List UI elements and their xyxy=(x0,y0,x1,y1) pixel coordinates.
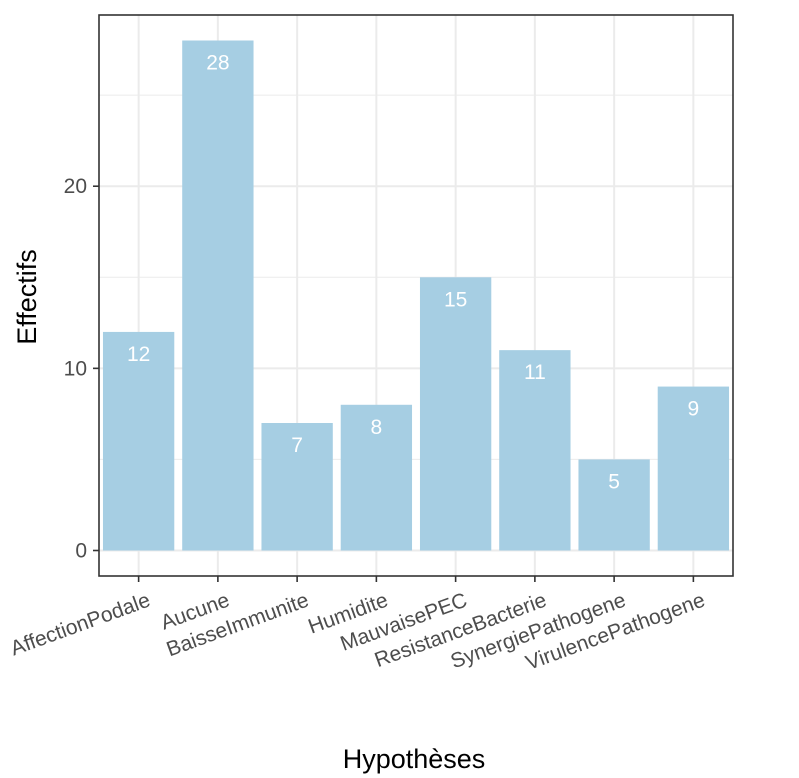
bar-value-label: 7 xyxy=(291,434,303,457)
bar-ResistanceBacterie xyxy=(499,350,571,551)
y-tick-label: 0 xyxy=(75,540,87,563)
y-tick-label: 20 xyxy=(64,175,87,198)
x-tick-label: AffectionPodale xyxy=(8,589,154,661)
bar-value-label: 12 xyxy=(127,343,150,366)
bar-value-label: 9 xyxy=(688,398,700,421)
bar-value-label: 15 xyxy=(444,288,467,311)
y-tick-label: 10 xyxy=(64,357,87,380)
y-axis-title: Effectifs xyxy=(12,249,42,345)
bar-value-label: 28 xyxy=(206,52,229,75)
bar-BaisseImmunite xyxy=(261,423,333,551)
panel-border xyxy=(98,14,734,577)
bar-value-labels: 12 28 7 8 15 11 5 9 xyxy=(127,52,699,494)
bar-value-label: 11 xyxy=(524,361,546,384)
bar-VirulencePathogene xyxy=(657,386,730,551)
bar-AffectionPodale xyxy=(102,331,175,551)
bar-Aucune xyxy=(182,40,254,551)
bar-value-label: 5 xyxy=(608,470,620,493)
bars xyxy=(102,40,730,551)
bar-Humidite xyxy=(340,404,413,551)
bar-SynergiePathogene xyxy=(578,459,650,551)
bar-MauvaisePEC xyxy=(419,277,492,551)
x-axis-title: Hypothèses xyxy=(343,744,486,774)
bar-value-label: 8 xyxy=(371,416,383,439)
